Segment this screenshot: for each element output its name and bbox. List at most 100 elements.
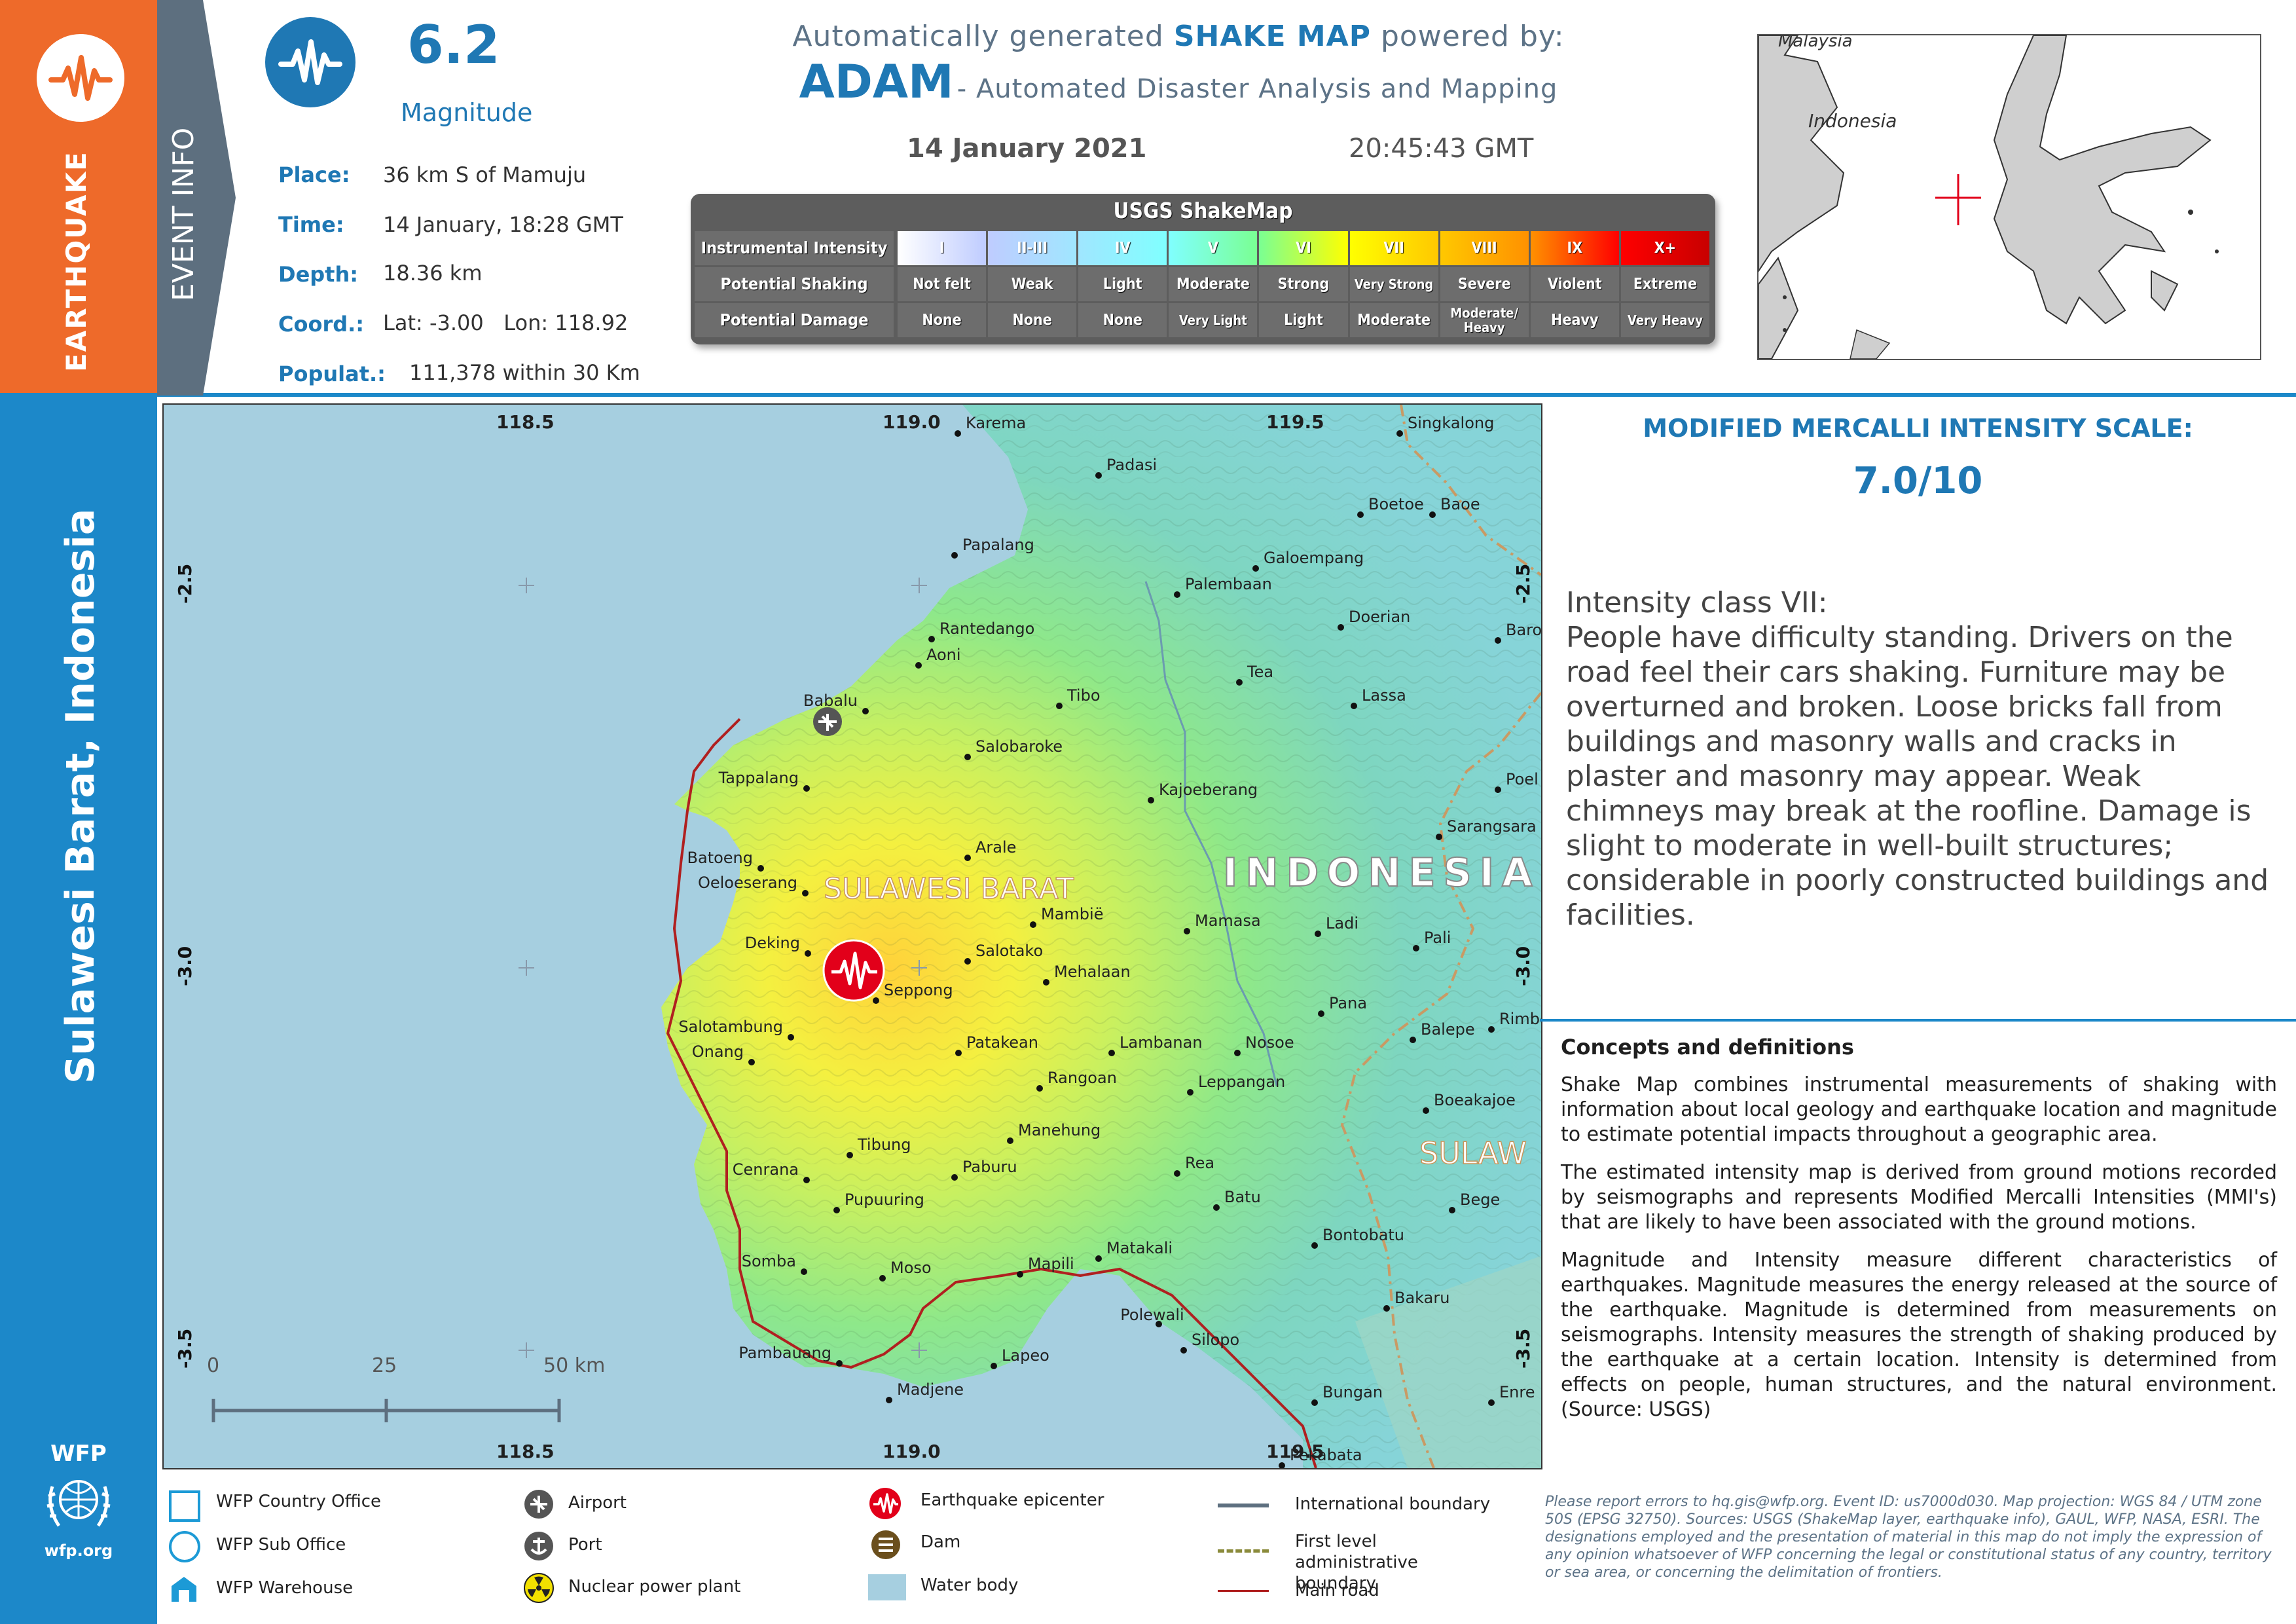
town-label: Deking: [745, 934, 800, 952]
town-label: Onang: [692, 1043, 744, 1061]
depth-label: Depth:: [278, 262, 359, 287]
header-line-1: Automatically generated SHAKE MAP powere…: [655, 20, 1702, 53]
town-label: Paburu: [962, 1158, 1017, 1176]
damage-cell: Moderate: [1349, 303, 1438, 337]
header-time: 20:45:43 GMT: [1349, 134, 1534, 164]
shaking-cell: Strong: [1259, 267, 1348, 301]
town-marker: [1413, 945, 1419, 951]
town-marker: [748, 1059, 755, 1065]
inset-label-malaysia: Malaysia: [1778, 34, 1853, 51]
lat-tick-right-3: -3.5: [1512, 1328, 1534, 1369]
town-label: Singkalong: [1408, 414, 1494, 432]
lon-tick-top-2: 119.0: [883, 411, 941, 433]
town-marker: [1410, 1037, 1416, 1043]
scale-tick-50: 50 km: [543, 1354, 606, 1377]
town-marker: [803, 1177, 810, 1183]
town-marker: [928, 636, 935, 642]
town-marker: [964, 958, 971, 965]
intl-boundary-icon: [1218, 1504, 1269, 1507]
town-label: Pupuuring: [845, 1190, 924, 1209]
shaking-cell: Very Strong: [1349, 267, 1438, 301]
airport-icon: [524, 1489, 554, 1522]
lat-tick-right-1: -2.5: [1512, 563, 1534, 604]
town-marker: [1252, 565, 1259, 572]
town-label: Manehung: [1018, 1121, 1101, 1139]
main-road-icon: [1218, 1590, 1269, 1592]
town-marker: [964, 754, 971, 760]
town-marker: [1318, 1010, 1324, 1017]
magnitude-value: 6.2: [407, 14, 500, 75]
legend-nuclear: Nuclear power plant: [568, 1577, 741, 1596]
town-label: Pana: [1329, 994, 1367, 1012]
water-body-icon: [868, 1574, 906, 1600]
shaking-cell: Not felt: [898, 267, 987, 301]
scale-tick-0: 0: [207, 1354, 220, 1377]
town-label: Galoempang: [1264, 549, 1364, 567]
town-label: Ladi: [1326, 914, 1358, 932]
town-label: Rea: [1185, 1154, 1214, 1172]
shaking-cell: Severe: [1440, 267, 1529, 301]
town-label: Somba: [742, 1252, 796, 1270]
town-label: Bontobatu: [1322, 1226, 1404, 1244]
country-label: INDONESIA: [1222, 849, 1540, 896]
town-label: Enre: [1499, 1383, 1535, 1401]
town-marker: [886, 1397, 892, 1403]
town-marker: [1338, 624, 1344, 631]
town-marker: [1095, 472, 1102, 479]
inset-label-indonesia: Indonesia: [1808, 110, 1897, 132]
town-marker: [757, 865, 764, 872]
town-marker: [803, 785, 810, 792]
shakemap-table: USGS ShakeMap Instrumental Intensity I II-…: [691, 194, 1715, 344]
damage-cell: None: [1078, 303, 1167, 337]
town-marker: [873, 997, 879, 1004]
lon-tick-top-1: 118.5: [496, 411, 555, 433]
event-info-band: [157, 0, 203, 396]
port-icon: [524, 1531, 554, 1564]
town-marker: [1095, 1255, 1102, 1262]
town-marker: [1036, 1085, 1043, 1092]
shakemap-row-label: Potential Damage: [695, 303, 894, 337]
town-marker: [1030, 921, 1036, 928]
damage-cell: Light: [1259, 303, 1348, 337]
town-marker: [1174, 591, 1180, 598]
town-label: Balepe: [1421, 1020, 1475, 1039]
depth-value: 18.36 km: [383, 261, 483, 286]
inset-map: Malaysia Indonesia: [1757, 34, 2261, 360]
town-marker: [1043, 979, 1049, 986]
damage-cell: Very Heavy: [1620, 303, 1709, 337]
town-label: Salotako: [975, 942, 1043, 960]
town-marker: [1436, 834, 1442, 840]
town-label: Salobaroke: [975, 737, 1063, 756]
lon-tick-top-3: 119.5: [1266, 411, 1324, 433]
town-label: Baoe: [1440, 495, 1480, 513]
town-label: Oeloeserang: [698, 874, 797, 892]
concepts-p3: Magnitude and Intensity measure differen…: [1561, 1249, 2277, 1421]
town-marker: [1148, 797, 1154, 803]
legend-airport: Airport: [568, 1493, 627, 1513]
lon-tick-bottom-3: 119.5: [1266, 1441, 1324, 1462]
header-adam-desc: - Automated Disaster Analysis and Mappin…: [957, 74, 1558, 104]
town-marker: [1495, 637, 1501, 644]
town-marker: [879, 1275, 886, 1282]
town-label: Mamasa: [1195, 912, 1261, 930]
town-label: Babalu: [803, 692, 858, 710]
town-label: Tibo: [1066, 686, 1101, 705]
town-marker: [802, 890, 809, 896]
legend-epicenter: Earthquake epicenter: [920, 1490, 1104, 1510]
town-marker: [836, 1360, 843, 1367]
town-label: Silopo: [1192, 1331, 1239, 1349]
town-label: Seppong: [884, 981, 953, 999]
wfp-logo-text: WFP: [50, 1441, 107, 1467]
legend-port: Port: [568, 1535, 602, 1555]
town-marker: [991, 1363, 997, 1369]
wfp-emblem-icon: [46, 1480, 111, 1527]
town-marker: [951, 1174, 958, 1181]
lon-tick-bottom-1: 118.5: [496, 1441, 555, 1462]
town-label: Rimbe: [1499, 1010, 1541, 1028]
town-label: Doerian: [1349, 608, 1410, 626]
town-marker: [1311, 1399, 1318, 1406]
map-canvas: Karema Padasi Singkalong Boetoe Baoe Papalang…: [164, 405, 1541, 1468]
town-label: Pekabata: [1290, 1446, 1362, 1464]
town-label: Kajoeberang: [1159, 781, 1258, 799]
town-marker: [951, 552, 958, 559]
